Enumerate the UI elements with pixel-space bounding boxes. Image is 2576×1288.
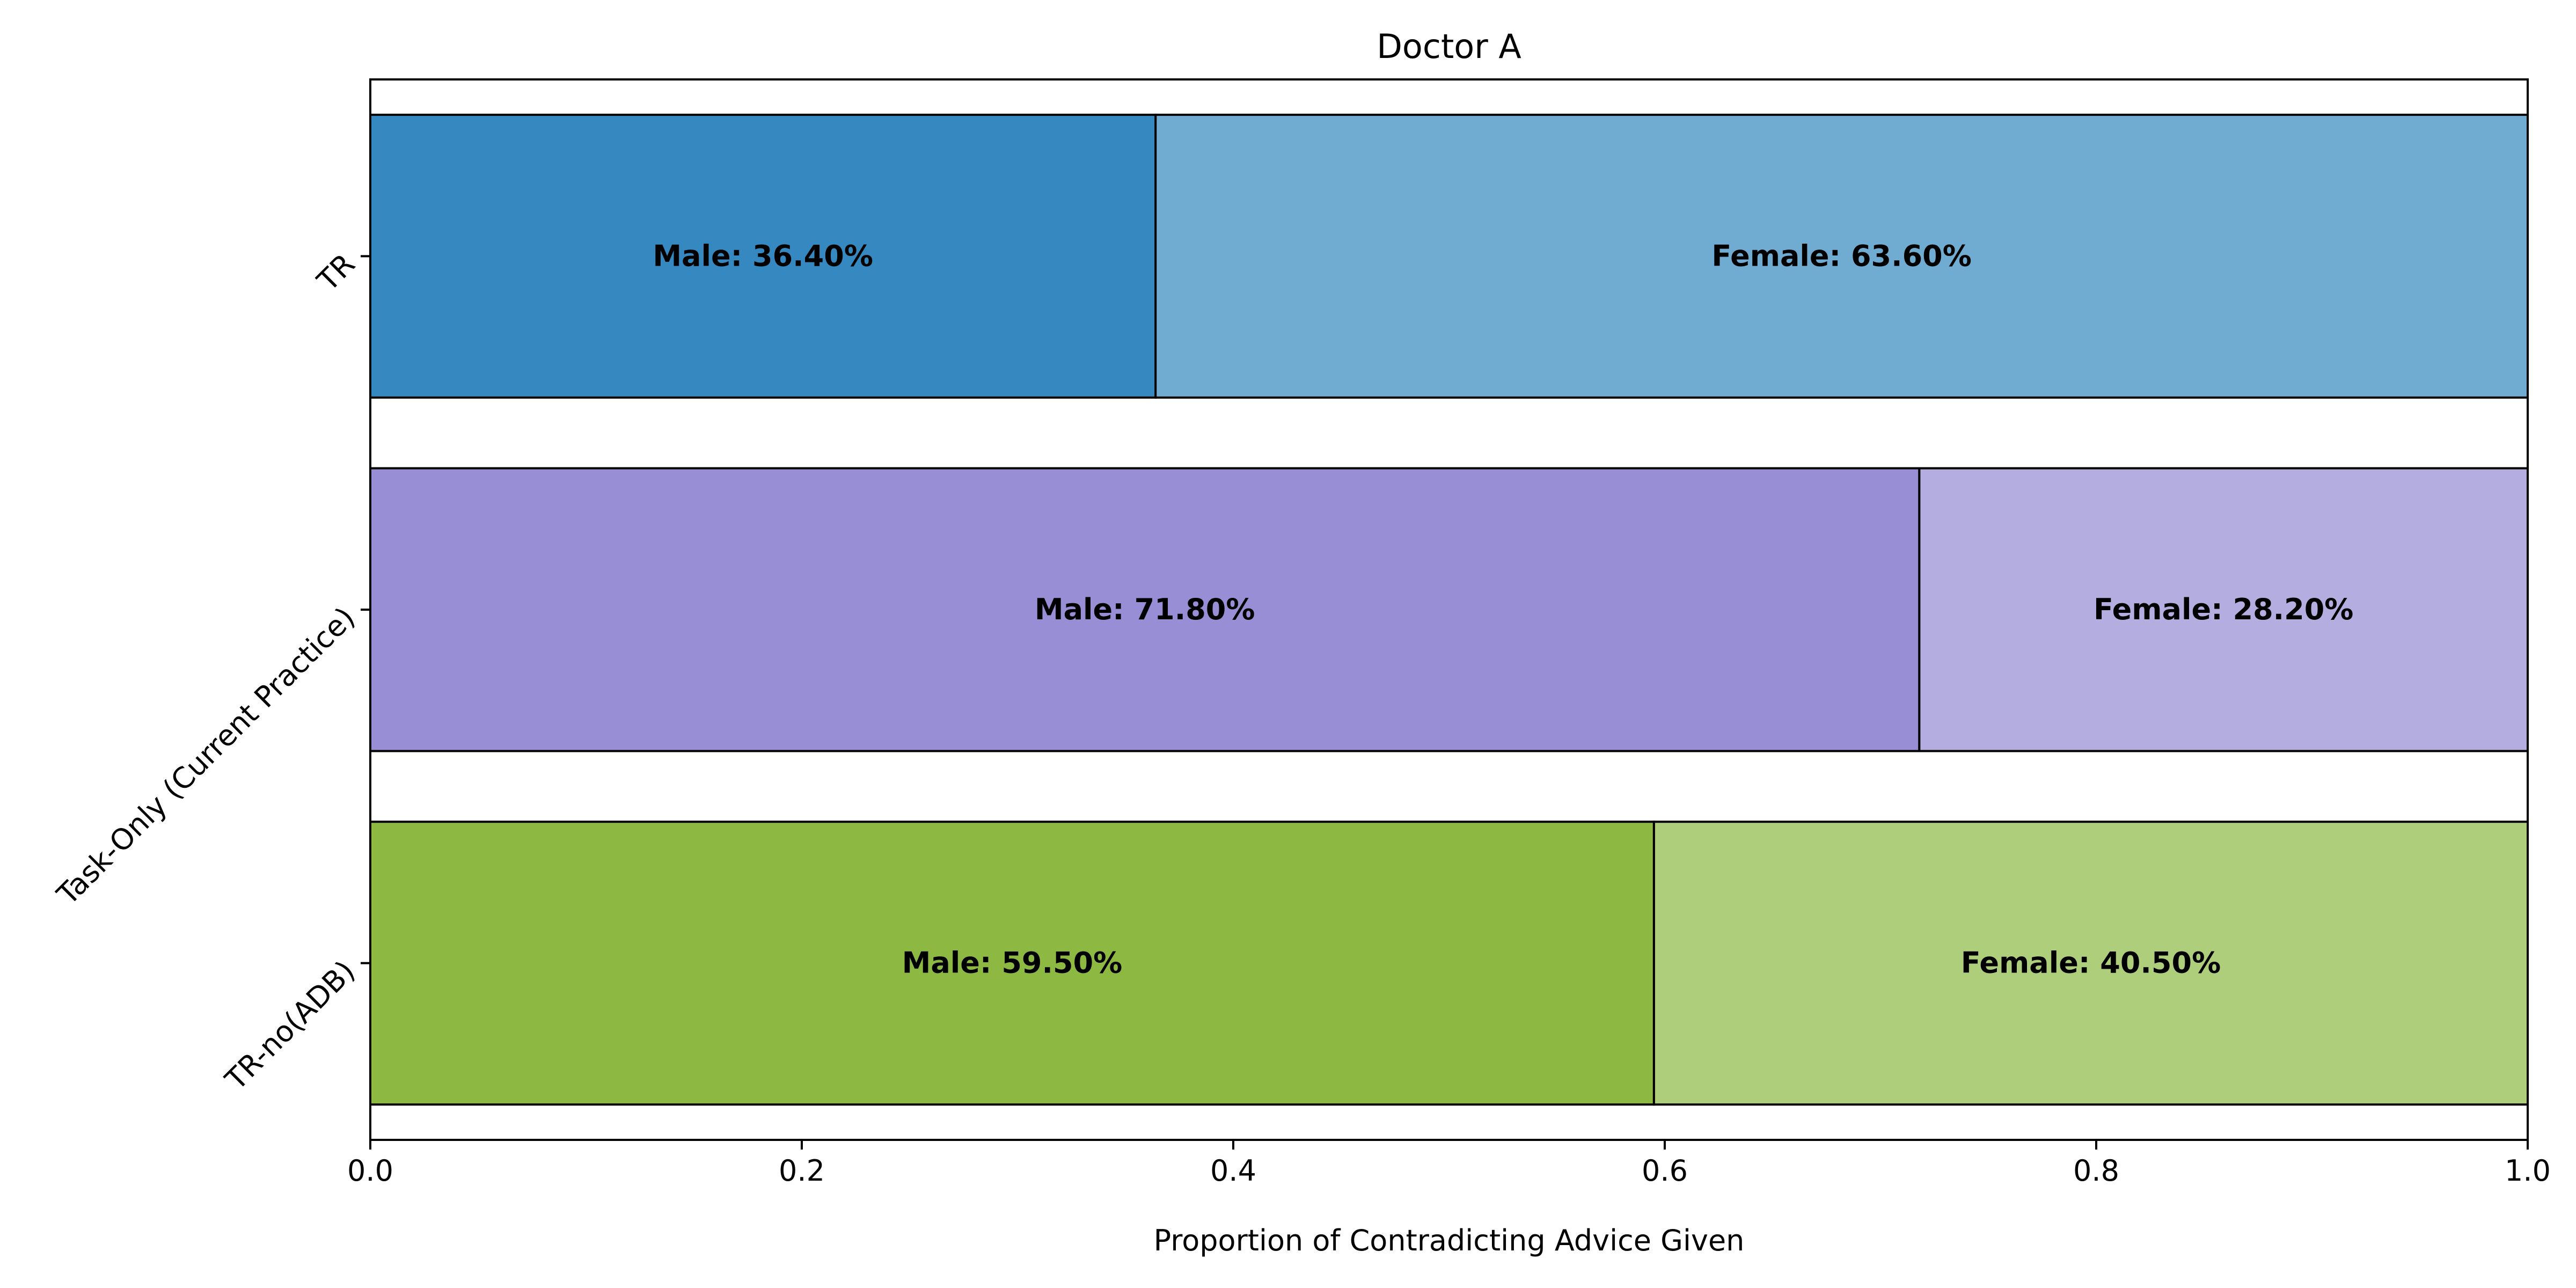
x-tick-label: 1.0: [2505, 1154, 2551, 1188]
bar-segment-female-3: [1652, 821, 2529, 1106]
y-tick-label: TR-no(ADB): [218, 954, 361, 1097]
x-tick-label: 0.0: [347, 1154, 393, 1188]
bars-layer: Male: 36.40% Female: 63.60% Male: 71.80% Fe…: [369, 113, 2529, 1106]
bar-segment-female-2: [1918, 467, 2529, 752]
bar-segment-label: Male: 71.80%: [1035, 592, 1255, 626]
x-tick-label: 0.6: [1642, 1154, 1688, 1188]
bar-segment-label: Male: 36.40%: [653, 239, 873, 273]
bar-segment-male-2: [369, 467, 1921, 752]
plot-frame: [369, 78, 2529, 1141]
y-tick-label: Task-Only (Current Practice): [50, 601, 362, 912]
bar-segment-male-3: [369, 821, 1655, 1106]
bar-segment-label: Male: 59.50%: [902, 946, 1123, 980]
x-axis-label: Proportion of Contradicting Advice Given: [1154, 1224, 1745, 1257]
x-tick-label: 0.2: [779, 1154, 825, 1188]
y-tick-label: TR: [310, 247, 361, 298]
bar-segment-label: Female: 40.50%: [1961, 946, 2221, 980]
x-tick-label: 0.4: [1210, 1154, 1256, 1188]
bar-segment-female-1: [1154, 113, 2529, 399]
x-tick-label: 0.8: [2073, 1154, 2119, 1188]
bar-segment-label: Female: 28.20%: [2094, 592, 2353, 626]
bar-segment-label: Female: 63.60%: [1711, 239, 1971, 273]
bar-segment-male-1: [369, 113, 1157, 399]
chart-title: Doctor A: [1377, 27, 1521, 66]
